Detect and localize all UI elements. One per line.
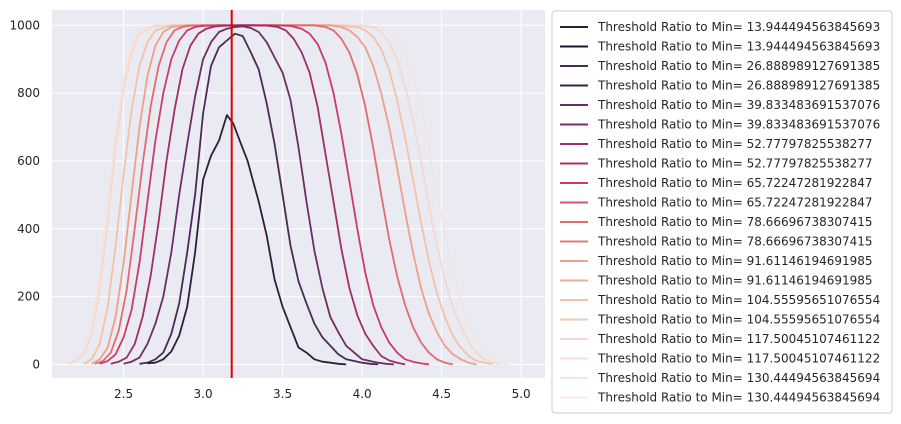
y-tick-label: 600	[17, 154, 40, 168]
series-line	[123, 25, 394, 366]
legend: Threshold Ratio to Min= 13.9444945638456…	[551, 10, 893, 414]
x-tick-label: 4.0	[353, 387, 372, 401]
legend-label: Threshold Ratio to Min= 104.555956510765…	[597, 293, 880, 307]
x-tick-label: 2.5	[114, 387, 133, 401]
legend-label: Threshold Ratio to Min= 65.7224728192284…	[597, 196, 873, 210]
x-tick-label: 5.0	[512, 387, 531, 401]
legend-label: Threshold Ratio to Min= 78.6669673830741…	[597, 235, 873, 249]
legend-label: Threshold Ratio to Min= 13.9444945638456…	[597, 20, 880, 34]
legend-label: Threshold Ratio to Min= 52.7779782553827…	[597, 137, 873, 151]
plot-background	[52, 10, 545, 378]
y-tick-label: 1000	[9, 18, 40, 32]
legend-label: Threshold Ratio to Min= 117.500451074611…	[597, 332, 880, 346]
x-tick-label: 4.5	[432, 387, 451, 401]
legend-label: Threshold Ratio to Min= 26.8889891276913…	[597, 59, 880, 73]
legend-label: Threshold Ratio to Min= 91.6114619469198…	[597, 274, 873, 288]
legend-label: Threshold Ratio to Min= 91.6114619469198…	[597, 254, 873, 268]
series-line	[91, 24, 477, 366]
legend-label: Threshold Ratio to Min= 52.7779782553827…	[597, 157, 873, 171]
legend-label: Threshold Ratio to Min= 65.7224728192284…	[597, 176, 873, 190]
series-line	[147, 114, 347, 366]
y-tick-label: 400	[17, 222, 40, 236]
series-line	[99, 24, 430, 366]
legend-label: Threshold Ratio to Min= 13.9444945638456…	[597, 40, 880, 54]
legend-label: Threshold Ratio to Min= 39.8334836915370…	[597, 118, 880, 132]
legend-label: Threshold Ratio to Min= 130.444945638456…	[597, 371, 880, 385]
series-line	[83, 24, 493, 366]
tick-labels: 2.5 3.0 3.5 4.0 4.5 5.0 0 200 400 600 800 1000	[9, 18, 530, 401]
series-line	[139, 32, 379, 366]
x-tick-label: 3.0	[194, 387, 213, 401]
legend-label: Threshold Ratio to Min= 130.444945638456…	[597, 391, 880, 405]
y-tick-label: 200	[17, 290, 40, 304]
legend-label: Threshold Ratio to Min= 39.8334836915370…	[597, 98, 880, 112]
legend-box	[551, 10, 893, 414]
series-layer	[67, 24, 509, 366]
series-line	[94, 24, 453, 366]
legend-label: Threshold Ratio to Min= 26.8889891276913…	[597, 79, 880, 93]
legend-label: Threshold Ratio to Min= 117.500451074611…	[597, 352, 880, 366]
y-tick-label: 800	[17, 86, 40, 100]
legend-label: Threshold Ratio to Min= 78.6669673830741…	[597, 215, 873, 229]
legend-label: Threshold Ratio to Min= 104.555956510765…	[597, 313, 880, 327]
series-line	[110, 24, 406, 366]
series-line	[67, 24, 509, 366]
x-tick-label: 3.5	[273, 387, 292, 401]
y-tick-label: 0	[32, 357, 40, 371]
series-line	[67, 24, 501, 366]
